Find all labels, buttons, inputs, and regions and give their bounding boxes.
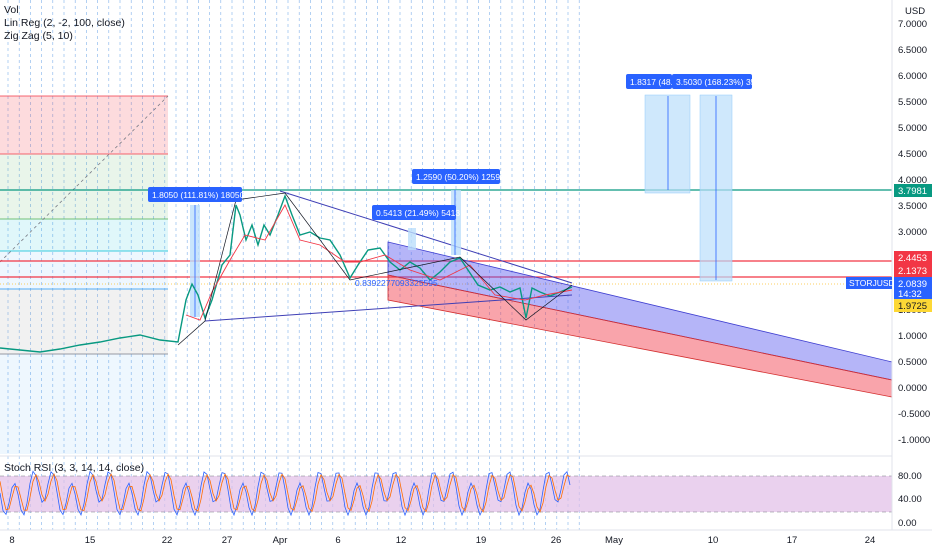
measure-label-5[interactable]: 3.5030 (168.23%) 35030 — [672, 74, 770, 89]
currency-label: USD — [905, 6, 925, 17]
time-axis-tick: 15 — [85, 535, 96, 546]
price-axis-tick: 0.0000 — [898, 383, 927, 394]
stoch-axis-tick: 80.00 — [898, 471, 922, 482]
measure-box-2[interactable] — [408, 228, 416, 250]
fib-zone-blue-low — [0, 354, 168, 454]
svg-text:1.8050 (111.81%) 18050: 1.8050 (111.81%) 18050 — [152, 190, 245, 200]
stoch-axis-tick: 0.00 — [898, 518, 917, 529]
measure-box-4[interactable] — [644, 94, 691, 194]
price-axis-tick: -1.0000 — [898, 435, 930, 446]
triangle-upper-line[interactable] — [279, 190, 573, 284]
price-tag-2137[interactable]: 2.1373 — [894, 264, 932, 277]
symbol-tag[interactable]: STORJUSD — [846, 277, 895, 289]
svg-text:3.5030 (168.23%) 35030: 3.5030 (168.23%) 35030 — [676, 77, 770, 87]
price-axis-tick: 7.0000 — [898, 19, 927, 30]
legend-linreg[interactable]: Lin Reg (2, -2, 100, close) — [4, 17, 125, 29]
svg-text:14:32: 14:32 — [898, 289, 922, 300]
measure-label-1[interactable]: 1.8050 (111.81%) 18050 — [148, 187, 245, 202]
price-axis-tick: 4.0000 — [898, 175, 927, 186]
fib-zone-red — [0, 96, 168, 154]
svg-text:3.7981: 3.7981 — [898, 186, 927, 197]
price-axis-tick: 5.0000 — [898, 123, 927, 134]
price-axis[interactable]: 7.0000 6.5000 6.0000 5.5000 5.0000 4.5000 4.00… — [898, 19, 930, 446]
svg-text:1.9725: 1.9725 — [898, 301, 927, 312]
svg-text:STORJUSD: STORJUSD — [849, 278, 895, 288]
time-axis-tick: 24 — [865, 535, 876, 546]
legend-stoch-rsi[interactable]: Stoch RSI (3, 3, 14, 14, close) — [4, 462, 145, 474]
svg-text:1.8317 (48.: 1.8317 (48. — [630, 77, 673, 87]
legend-volume[interactable]: Vol — [4, 4, 19, 16]
svg-text:1.2590 (50.20%) 12590: 1.2590 (50.20%) 12590 — [416, 172, 505, 182]
time-axis-tick: 17 — [787, 535, 798, 546]
price-axis-tick: 3.5000 — [898, 201, 927, 212]
price-axis-tick: 1.0000 — [898, 331, 927, 342]
stoch-k-line — [0, 470, 571, 517]
price-series-secondary — [185, 203, 573, 321]
price-tag-3798[interactable]: 3.7981 — [894, 184, 932, 197]
measure-label-4[interactable]: 1.8317 (48. — [626, 74, 673, 89]
zigzag-line — [177, 192, 573, 346]
price-tag-1972[interactable]: 1.9725 — [894, 299, 932, 312]
time-axis-tick: 6 — [335, 535, 340, 546]
price-axis-tick: 6.5000 — [898, 45, 927, 56]
price-axis-tick: -0.5000 — [898, 409, 930, 420]
svg-text:2.4453: 2.4453 — [898, 253, 927, 264]
time-axis-tick: Apr — [273, 535, 288, 546]
time-axis-tick: May — [605, 535, 623, 546]
stoch-axis-tick: 40.00 — [898, 494, 922, 505]
channel-lower-band[interactable] — [387, 274, 893, 398]
time-axis-tick: 12 — [396, 535, 407, 546]
legend-zigzag[interactable]: Zig Zag (5, 10) — [4, 30, 73, 42]
fib-zone-green — [0, 154, 168, 219]
time-axis-tick: 8 — [9, 535, 14, 546]
triangle-lower-line[interactable] — [204, 294, 573, 322]
time-axis-tick: 22 — [162, 535, 173, 546]
measure-box-3[interactable] — [451, 190, 461, 255]
fib-value-label: 0.8392277093325595 — [355, 278, 438, 288]
measure-label-2[interactable]: 0.5413 (21.49%) 5413 — [372, 205, 460, 220]
time-axis-tick: 26 — [551, 535, 562, 546]
stoch-axis[interactable]: 80.00 40.00 0.00 — [898, 471, 922, 529]
fib-zone-grey — [0, 289, 168, 354]
price-series-line[interactable] — [0, 193, 573, 353]
time-axis[interactable]: 8 15 22 27 Apr 6 12 19 26 May 10 17 24 — [9, 535, 875, 546]
price-axis-tick: 6.0000 — [898, 71, 927, 82]
price-axis-tick: 5.5000 — [898, 97, 927, 108]
last-price-tag[interactable]: 2.0839 14:32 — [894, 277, 932, 300]
time-axis-tick: 10 — [708, 535, 719, 546]
price-tag-2445[interactable]: 2.4453 — [894, 251, 932, 264]
measure-label-3[interactable]: 1.2590 (50.20%) 12590 — [412, 169, 505, 184]
time-axis-tick: 19 — [476, 535, 487, 546]
stoch-d-line — [0, 472, 571, 513]
price-axis-tick: 3.0000 — [898, 227, 927, 238]
svg-text:2.0839: 2.0839 — [898, 279, 927, 290]
price-axis-tick: 0.5000 — [898, 357, 927, 368]
svg-text:0.5413 (21.49%) 5413: 0.5413 (21.49%) 5413 — [376, 208, 460, 218]
time-axis-tick: 27 — [222, 535, 233, 546]
fib-zone-teal — [0, 219, 168, 251]
svg-text:2.1373: 2.1373 — [898, 266, 927, 277]
fib-zone-blue — [0, 251, 168, 289]
price-axis-tick: 4.5000 — [898, 149, 927, 160]
